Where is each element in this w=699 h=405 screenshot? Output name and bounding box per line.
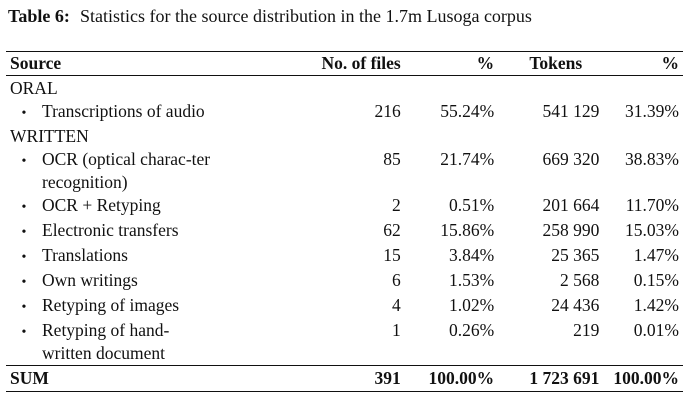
sum-files-pct: 100.00% <box>428 368 495 388</box>
files-pct-cell: 15.86% <box>440 220 495 240</box>
tokens-cell: 201 664 <box>542 195 600 215</box>
group-row: ORAL <box>6 76 683 101</box>
table-row: • OCR (optical charac-ter recognition) 85… <box>6 148 683 194</box>
tokens-cell: 2 568 <box>560 270 600 290</box>
files-cell: 4 <box>391 295 401 315</box>
source-label: Translations <box>42 245 128 265</box>
col-files-pct: % <box>476 53 495 73</box>
files-pct-cell: 21.74% <box>440 149 495 169</box>
col-files: No. of files <box>321 53 401 73</box>
tokens-pct-cell: 31.39% <box>625 101 679 121</box>
tokens-cell: 258 990 <box>542 220 600 240</box>
col-source: Source <box>10 53 62 73</box>
files-pct-cell: 3.84% <box>448 245 495 265</box>
tokens-pct-cell: 0.15% <box>633 270 679 290</box>
caption-label: Table 6: <box>8 6 70 26</box>
tokens-cell: 24 436 <box>551 295 600 315</box>
tokens-pct-cell: 11.70% <box>625 195 679 215</box>
files-cell: 85 <box>383 149 401 169</box>
files-cell: 1 <box>391 320 401 340</box>
tokens-pct-cell: 1.47% <box>633 245 679 265</box>
sum-tokens-pct: 100.00% <box>613 368 679 388</box>
files-pct-cell: 0.26% <box>448 320 495 340</box>
source-label: Transcriptions of audio <box>42 101 205 121</box>
bullet-icon: • <box>21 325 27 340</box>
statistics-table: Source No. of files % Tokens % ORAL • Tra… <box>6 51 683 392</box>
col-tokens-pct: % <box>661 53 680 73</box>
sum-tokens: 1 723 691 <box>529 368 600 388</box>
sum-files: 391 <box>374 368 401 388</box>
tokens-pct-cell: 15.03% <box>625 220 679 240</box>
tokens-pct-cell: 0.01% <box>633 320 679 340</box>
bullet-icon: • <box>21 250 27 265</box>
files-pct-cell: 1.02% <box>448 295 495 315</box>
table-row: • Electronic transfers 62 15.86% 258 990 … <box>6 219 683 244</box>
files-pct-cell: 1.53% <box>448 270 495 290</box>
files-pct-cell: 0.51% <box>448 195 495 215</box>
source-label: Own writings <box>42 270 138 290</box>
table-row: • OCR + Retyping 2 0.51% 201 664 11.70% <box>6 194 683 219</box>
tokens-cell: 541 129 <box>542 101 600 121</box>
bullet-icon: • <box>21 154 27 169</box>
bullet-icon: • <box>21 275 27 290</box>
table-row: • Retyping of hand-written document 1 0.2… <box>6 319 683 366</box>
sum-label: SUM <box>10 368 49 388</box>
group-row: WRITTEN <box>6 125 683 148</box>
bullet-icon: • <box>21 106 27 121</box>
source-label: OCR + Retyping <box>42 195 161 215</box>
bullet-icon: • <box>21 300 27 315</box>
caption-text: Statistics for the source distribution i… <box>80 6 532 26</box>
table-row: • Transcriptions of audio 216 55.24% 541 … <box>6 100 683 125</box>
files-cell: 62 <box>383 220 401 240</box>
table-row: • Own writings 6 1.53% 2 568 0.15% <box>6 269 683 294</box>
group-label: ORAL <box>10 78 58 98</box>
files-pct-cell: 55.24% <box>440 101 495 121</box>
source-label: Electronic transfers <box>42 220 179 240</box>
files-cell: 6 <box>391 270 401 290</box>
files-cell: 15 <box>383 245 401 265</box>
table-row: • Retyping of images 4 1.02% 24 436 1.42% <box>6 294 683 319</box>
col-tokens: Tokens <box>529 53 583 73</box>
source-label: OCR (optical charac-ter recognition) <box>42 149 211 192</box>
table-row: • Translations 15 3.84% 25 365 1.47% <box>6 244 683 269</box>
table-caption: Table 6: Statistics for the source distri… <box>8 6 532 27</box>
bullet-icon: • <box>21 200 27 215</box>
tokens-cell: 219 <box>573 320 600 340</box>
group-label: WRITTEN <box>10 126 89 146</box>
files-cell: 216 <box>374 101 401 121</box>
tokens-cell: 25 365 <box>551 245 600 265</box>
header-row: Source No. of files % Tokens % <box>6 51 683 76</box>
sum-row: SUM 391 100.00% 1 723 691 100.00% <box>6 365 683 392</box>
tokens-pct-cell: 1.42% <box>633 295 679 315</box>
tokens-cell: 669 320 <box>542 149 600 169</box>
source-label: Retyping of hand-written document <box>42 320 170 363</box>
files-cell: 2 <box>391 195 401 215</box>
tokens-pct-cell: 38.83% <box>625 149 679 169</box>
source-label: Retyping of images <box>42 295 180 315</box>
bullet-icon: • <box>21 225 27 240</box>
